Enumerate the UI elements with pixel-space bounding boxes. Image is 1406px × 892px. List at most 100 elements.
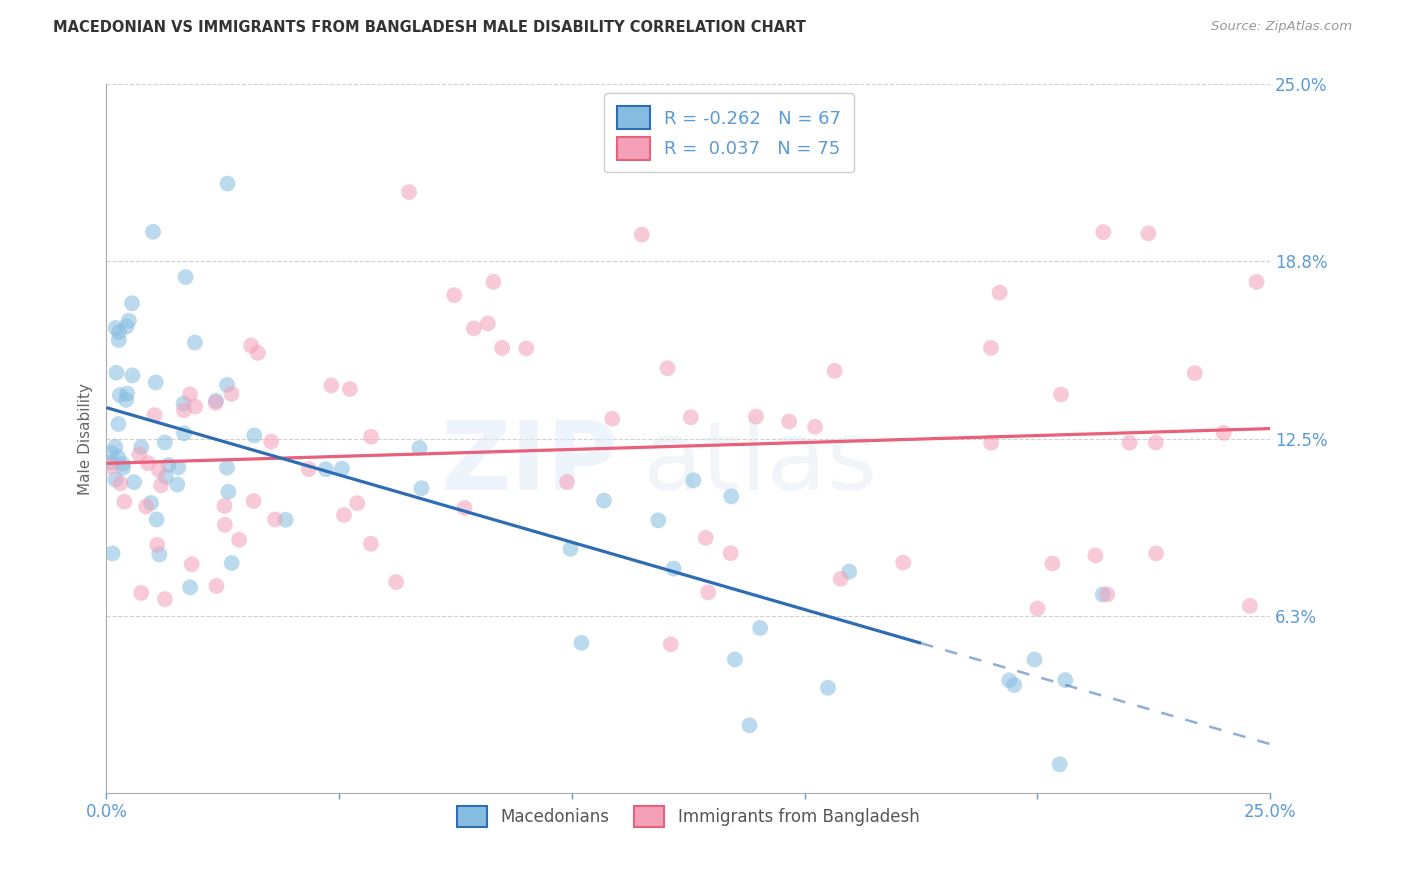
- Point: [1118, 435, 1140, 450]
- Point: [491, 341, 513, 355]
- Point: [453, 500, 475, 515]
- Point: [659, 637, 682, 651]
- Point: [111, 457, 134, 471]
- Point: [174, 270, 197, 285]
- Point: [107, 333, 129, 347]
- Point: [112, 460, 135, 475]
- Point: [112, 494, 135, 508]
- Point: [998, 673, 1021, 688]
- Point: [411, 481, 433, 495]
- Point: [167, 460, 190, 475]
- Point: [720, 546, 742, 560]
- Point: [1050, 387, 1073, 401]
- Point: [135, 500, 157, 514]
- Text: Source: ZipAtlas.com: Source: ZipAtlas.com: [1212, 20, 1353, 33]
- Point: [657, 361, 679, 376]
- Point: [173, 396, 195, 410]
- Point: [600, 411, 623, 425]
- Point: [1097, 587, 1119, 601]
- Point: [1137, 227, 1160, 241]
- Point: [838, 565, 860, 579]
- Point: [228, 533, 250, 547]
- Point: [647, 513, 669, 527]
- Point: [115, 386, 138, 401]
- Point: [778, 415, 800, 429]
- Point: [1054, 673, 1077, 687]
- Point: [221, 386, 243, 401]
- Point: [128, 447, 150, 461]
- Point: [150, 478, 173, 492]
- Legend: Macedonians, Immigrants from Bangladesh: Macedonians, Immigrants from Bangladesh: [450, 799, 927, 834]
- Point: [298, 462, 321, 476]
- Point: [107, 450, 129, 464]
- Point: [1026, 601, 1049, 615]
- Point: [214, 517, 236, 532]
- Point: [515, 342, 537, 356]
- Point: [104, 440, 127, 454]
- Point: [166, 477, 188, 491]
- Point: [980, 341, 1002, 355]
- Point: [100, 456, 122, 470]
- Point: [321, 378, 343, 392]
- Point: [817, 681, 839, 695]
- Point: [110, 476, 132, 491]
- Point: [242, 494, 264, 508]
- Point: [824, 364, 846, 378]
- Point: [571, 636, 593, 650]
- Point: [115, 319, 138, 334]
- Point: [115, 392, 138, 407]
- Point: [148, 548, 170, 562]
- Point: [121, 296, 143, 310]
- Point: [104, 473, 127, 487]
- Point: [173, 403, 195, 417]
- Point: [100, 446, 122, 460]
- Point: [697, 585, 720, 599]
- Point: [184, 335, 207, 350]
- Point: [240, 338, 263, 352]
- Point: [205, 579, 228, 593]
- Point: [1084, 549, 1107, 563]
- Point: [246, 346, 269, 360]
- Point: [482, 275, 505, 289]
- Point: [1091, 587, 1114, 601]
- Point: [477, 317, 499, 331]
- Point: [1246, 275, 1268, 289]
- Point: [217, 484, 239, 499]
- Point: [1212, 425, 1234, 440]
- Point: [443, 288, 465, 302]
- Point: [179, 387, 201, 401]
- Y-axis label: Male Disability: Male Disability: [79, 383, 93, 494]
- Point: [260, 434, 283, 449]
- Point: [204, 396, 226, 410]
- Point: [100, 459, 122, 474]
- Point: [745, 409, 768, 424]
- Point: [749, 621, 772, 635]
- Point: [146, 538, 169, 552]
- Point: [360, 430, 382, 444]
- Point: [1092, 225, 1115, 239]
- Point: [153, 435, 176, 450]
- Point: [1144, 435, 1167, 450]
- Text: atlas: atlas: [641, 417, 877, 510]
- Point: [1184, 366, 1206, 380]
- Point: [1002, 678, 1025, 692]
- Point: [339, 382, 361, 396]
- Point: [264, 512, 287, 526]
- Point: [131, 440, 153, 454]
- Point: [274, 513, 297, 527]
- Point: [108, 388, 131, 402]
- Point: [129, 586, 152, 600]
- Point: [104, 321, 127, 335]
- Point: [385, 575, 408, 590]
- Point: [1024, 652, 1046, 666]
- Point: [988, 285, 1011, 300]
- Point: [179, 580, 201, 594]
- Point: [315, 462, 337, 476]
- Point: [330, 461, 353, 475]
- Point: [173, 426, 195, 441]
- Point: [360, 537, 382, 551]
- Point: [217, 177, 239, 191]
- Point: [1144, 546, 1167, 560]
- Point: [136, 456, 159, 470]
- Point: [142, 225, 165, 239]
